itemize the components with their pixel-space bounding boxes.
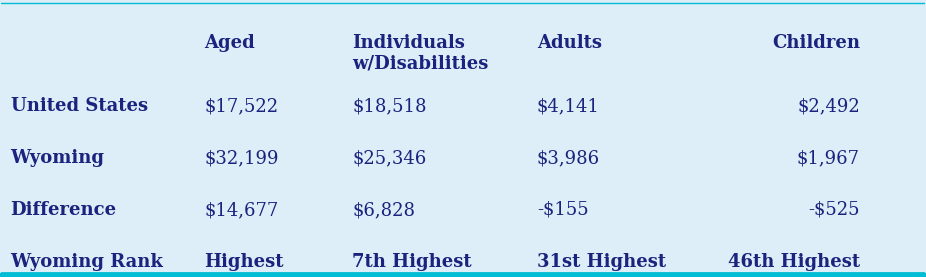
Text: $3,986: $3,986 [537,149,600,167]
Text: Adults: Adults [537,34,602,52]
Text: $32,199: $32,199 [205,149,279,167]
Text: United States: United States [10,97,148,115]
Text: Wyoming: Wyoming [10,149,105,167]
Text: Aged: Aged [205,34,256,52]
Text: $6,828: $6,828 [352,201,415,219]
Text: 7th Highest: 7th Highest [352,253,472,271]
Text: Highest: Highest [205,253,284,271]
Text: -$155: -$155 [537,201,589,219]
Text: Wyoming Rank: Wyoming Rank [10,253,164,271]
Text: -$525: -$525 [808,201,860,219]
Text: 31st Highest: 31st Highest [537,253,666,271]
Text: Children: Children [772,34,860,52]
Text: $18,518: $18,518 [352,97,427,115]
Text: $2,492: $2,492 [797,97,860,115]
Text: $17,522: $17,522 [205,97,279,115]
Text: 46th Highest: 46th Highest [728,253,860,271]
Text: $4,141: $4,141 [537,97,600,115]
Text: $14,677: $14,677 [205,201,279,219]
Text: $25,346: $25,346 [352,149,427,167]
Text: Difference: Difference [10,201,117,219]
Text: $1,967: $1,967 [797,149,860,167]
Text: Individuals
w/Disabilities: Individuals w/Disabilities [352,34,489,73]
